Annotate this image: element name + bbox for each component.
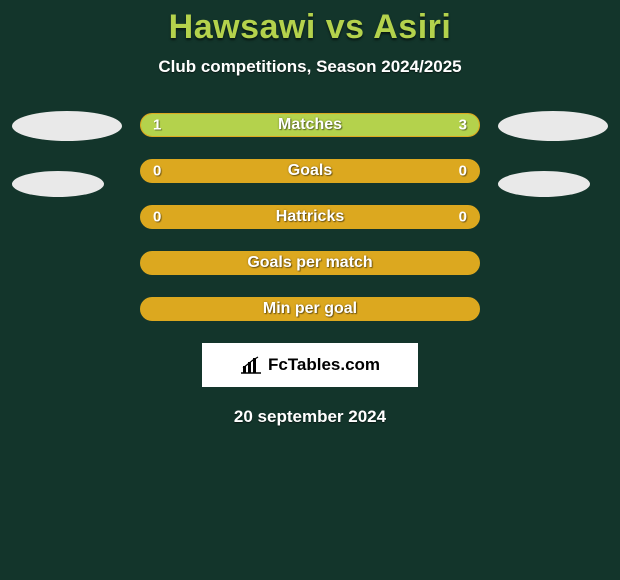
stat-bar: Min per goal	[140, 297, 480, 321]
bar-value-left: 1	[153, 117, 161, 134]
bar-label: Hattricks	[276, 208, 344, 226]
bar-label: Goals per match	[247, 254, 372, 272]
left-ellipse	[12, 111, 122, 141]
comparison-area: Matches 1 3 Goals 0 0 Hattricks 0 0 Goals per mat…	[0, 113, 620, 321]
bars-column: Matches 1 3 Goals 0 0 Hattricks 0 0 Goals per mat…	[140, 113, 480, 321]
bar-label: Matches	[278, 116, 342, 134]
logo: FcTables.com	[240, 355, 380, 375]
right-ellipse	[498, 171, 590, 197]
left-ellipse	[12, 171, 104, 197]
bar-value-right: 3	[459, 117, 467, 134]
bar-value-right: 0	[459, 209, 467, 226]
logo-box: FcTables.com	[202, 343, 418, 387]
bar-value-right: 0	[459, 163, 467, 180]
stat-bar: Hattricks 0 0	[140, 205, 480, 229]
right-ellipse	[498, 111, 608, 141]
page-title: Hawsawi vs Asiri	[169, 8, 452, 47]
stat-bar: Goals 0 0	[140, 159, 480, 183]
right-ellipse-column	[498, 111, 608, 197]
logo-text: FcTables.com	[268, 355, 380, 375]
stat-bar: Goals per match	[140, 251, 480, 275]
date-label: 20 september 2024	[234, 407, 386, 427]
stat-bar: Matches 1 3	[140, 113, 480, 137]
bar-value-left: 0	[153, 209, 161, 226]
left-ellipse-column	[12, 111, 122, 197]
bar-chart-icon	[240, 356, 262, 374]
bar-fill-right	[226, 114, 480, 136]
subtitle: Club competitions, Season 2024/2025	[158, 57, 461, 77]
bar-label: Goals	[288, 162, 332, 180]
bar-value-left: 0	[153, 163, 161, 180]
bar-label: Min per goal	[263, 300, 357, 318]
